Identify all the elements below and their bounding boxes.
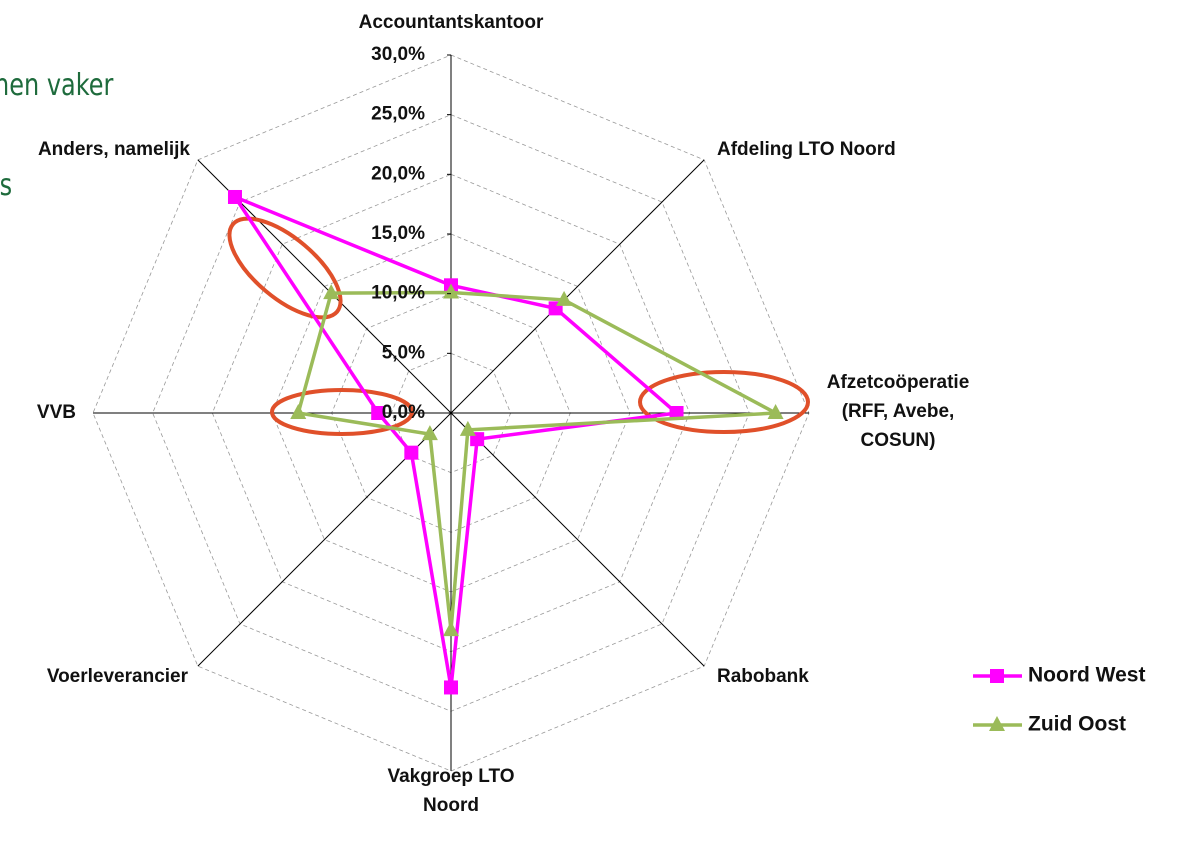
data-point: [404, 445, 419, 460]
category-label: VVB: [36, 402, 76, 423]
tick-label: 30,0%: [371, 44, 425, 65]
data-point: [290, 404, 307, 419]
category-label: Afdeling LTO Noord: [717, 139, 896, 160]
highlight-ellipse: [227, 216, 343, 320]
axis-line: [450, 412, 705, 667]
highlight-ellipse: [270, 388, 414, 436]
tick-label: 25,0%: [371, 104, 425, 125]
data-point: [767, 404, 784, 419]
category-label: Accountantskantoor: [358, 12, 544, 33]
data-point: [443, 283, 459, 299]
axis-line: [450, 159, 705, 414]
category-label: Anders, namelijk: [37, 139, 190, 160]
tick-label: 15,0%: [371, 223, 425, 244]
legend-marker: [989, 716, 1005, 731]
legend-label: Noord West: [1028, 664, 1145, 687]
category-label: Voerleverancier: [46, 666, 188, 687]
data-point: [371, 406, 386, 420]
tick-label: 5,0%: [382, 342, 425, 363]
data-point: [443, 621, 459, 637]
data-point: [459, 420, 476, 436]
series-line: [230, 193, 681, 688]
category-label: Afzetcoöperatie (RFF, Avebe, COSUN): [826, 372, 970, 451]
data-point: [444, 680, 458, 695]
legend-marker: [990, 669, 1004, 683]
data-point: [556, 290, 573, 306]
data-point: [323, 284, 340, 300]
tick-label: 20,0%: [371, 163, 425, 184]
data-point: [227, 189, 242, 204]
highlight-ellipse: [638, 370, 810, 434]
legend-label: Zuid Oost: [1028, 713, 1126, 736]
annotation: hen vaker: [0, 68, 114, 103]
series-line: [296, 290, 782, 631]
tick-label: 0,0%: [382, 402, 425, 423]
data-point: [421, 425, 438, 441]
category-label: Rabobank: [717, 666, 809, 687]
tick-label: 10,0%: [371, 283, 425, 304]
grid-line: [92, 54, 810, 772]
annotation: ’s: [0, 168, 13, 203]
category-label: Vakgroep LTO Noord: [387, 766, 515, 816]
